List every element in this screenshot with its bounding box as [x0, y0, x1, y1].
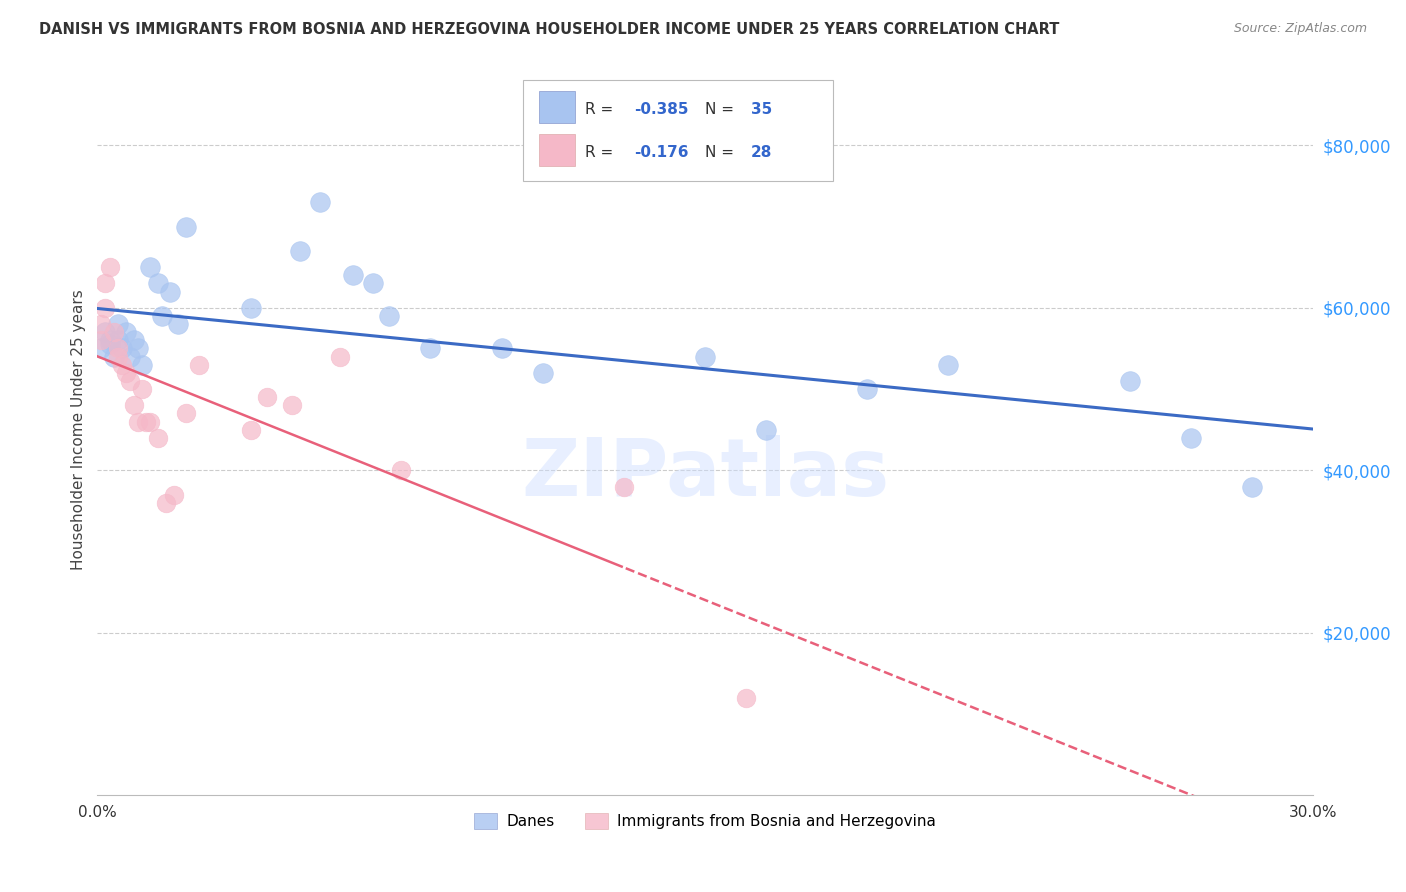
Point: [131, 358, 153, 372]
Point: [281, 398, 304, 412]
Point: [176, 219, 198, 234]
Point: [240, 423, 263, 437]
Point: [329, 350, 352, 364]
Point: [107, 342, 129, 356]
Point: [135, 415, 157, 429]
Point: [98, 337, 121, 351]
Point: [150, 309, 173, 323]
Point: [256, 390, 278, 404]
Point: [118, 374, 141, 388]
Point: [613, 480, 636, 494]
Point: [90, 342, 112, 356]
Point: [389, 463, 412, 477]
Point: [361, 277, 384, 291]
Point: [187, 358, 209, 372]
Point: [167, 317, 190, 331]
Point: [94, 301, 117, 315]
Point: [176, 407, 198, 421]
Point: [94, 277, 117, 291]
Point: [378, 309, 401, 323]
Text: 35: 35: [751, 102, 772, 117]
Text: N =: N =: [704, 145, 740, 160]
Y-axis label: Householder Income Under 25 years: Householder Income Under 25 years: [72, 289, 86, 570]
Point: [111, 342, 134, 356]
Point: [309, 195, 332, 210]
Point: [114, 366, 136, 380]
Text: Source: ZipAtlas.com: Source: ZipAtlas.com: [1233, 22, 1367, 36]
FancyBboxPatch shape: [523, 80, 832, 181]
Text: N =: N =: [704, 102, 740, 117]
Text: DANISH VS IMMIGRANTS FROM BOSNIA AND HERZEGOVINA HOUSEHOLDER INCOME UNDER 25 YEA: DANISH VS IMMIGRANTS FROM BOSNIA AND HER…: [39, 22, 1060, 37]
Text: -0.385: -0.385: [634, 102, 689, 117]
Point: [491, 342, 513, 356]
Point: [1240, 480, 1263, 494]
Point: [139, 415, 162, 429]
Point: [288, 244, 311, 258]
Text: 28: 28: [751, 145, 772, 160]
Point: [107, 334, 129, 348]
Point: [419, 342, 441, 356]
Point: [1119, 374, 1142, 388]
Point: [122, 398, 145, 412]
Point: [155, 496, 177, 510]
Point: [114, 325, 136, 339]
Point: [146, 431, 169, 445]
Point: [734, 690, 756, 705]
Point: [98, 260, 121, 275]
FancyBboxPatch shape: [538, 91, 575, 123]
Point: [118, 350, 141, 364]
Point: [1180, 431, 1202, 445]
Point: [139, 260, 162, 275]
Point: [131, 382, 153, 396]
Point: [127, 342, 149, 356]
Point: [936, 358, 959, 372]
Point: [159, 285, 181, 299]
Point: [107, 350, 129, 364]
Point: [146, 277, 169, 291]
Point: [342, 268, 364, 283]
Text: R =: R =: [585, 145, 617, 160]
Point: [98, 334, 121, 348]
Point: [111, 358, 134, 372]
Point: [856, 382, 879, 396]
Point: [103, 350, 125, 364]
Point: [90, 334, 112, 348]
Text: R =: R =: [585, 102, 617, 117]
FancyBboxPatch shape: [538, 134, 575, 166]
Point: [103, 325, 125, 339]
Point: [693, 350, 716, 364]
Point: [107, 317, 129, 331]
Point: [127, 415, 149, 429]
Point: [122, 334, 145, 348]
Point: [90, 317, 112, 331]
Point: [94, 325, 117, 339]
Text: -0.176: -0.176: [634, 145, 689, 160]
Point: [163, 488, 186, 502]
Legend: Danes, Immigrants from Bosnia and Herzegovina: Danes, Immigrants from Bosnia and Herzeg…: [468, 807, 942, 835]
Point: [755, 423, 778, 437]
Point: [240, 301, 263, 315]
Point: [531, 366, 554, 380]
Text: ZIPatlas: ZIPatlas: [520, 434, 889, 513]
